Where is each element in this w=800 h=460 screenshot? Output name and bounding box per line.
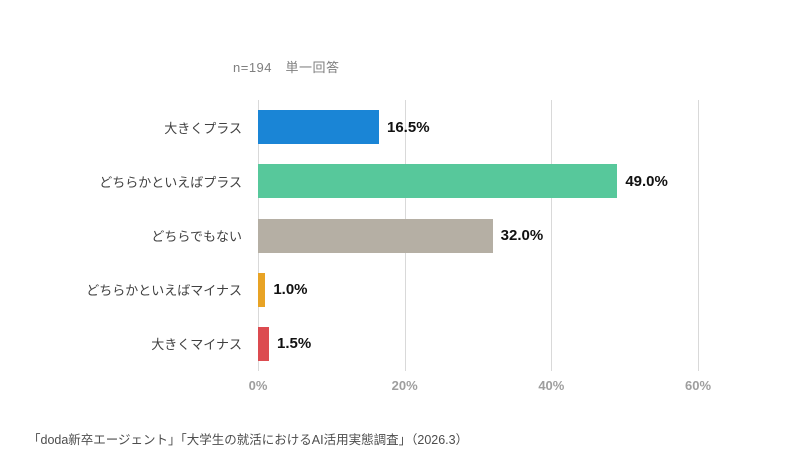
value-label: 16.5% bbox=[387, 118, 430, 136]
value-label: 49.0% bbox=[625, 172, 668, 190]
bar-series: 16.5% 49.0% 32.0% 1.0% 1.5% bbox=[258, 100, 698, 371]
value-label: 1.0% bbox=[273, 281, 308, 299]
bar-row: 1.5% bbox=[258, 317, 698, 371]
gridline bbox=[551, 100, 553, 371]
category-label: どちらでもない bbox=[151, 229, 242, 244]
bar-row: 49.0% bbox=[258, 154, 698, 208]
category-label: 大きくマイナス bbox=[151, 337, 242, 353]
bar bbox=[258, 326, 269, 361]
category-label: どちらかといえばマイナス bbox=[86, 283, 242, 299]
bar bbox=[258, 272, 266, 307]
bar bbox=[258, 164, 618, 199]
bar bbox=[258, 218, 493, 253]
gridline bbox=[698, 100, 699, 371]
x-axis: 0% 20% 40% 60% bbox=[249, 378, 711, 396]
category-label: どちらかといえばプラス bbox=[99, 174, 242, 190]
bar-row: 1.0% bbox=[258, 263, 698, 317]
bar bbox=[258, 110, 379, 145]
category-label: 大きくプラス bbox=[164, 120, 242, 136]
x-tick-label: 20% bbox=[391, 378, 418, 393]
x-tick-label: 40% bbox=[538, 378, 565, 393]
value-label: 32.0% bbox=[500, 227, 544, 244]
category-axis: 大きくプラス どちらかといえばプラス どちらでもない どちらかといえばマイナス … bbox=[0, 100, 250, 371]
x-tick-label: 60% bbox=[684, 378, 712, 393]
x-tick-label: 0% bbox=[248, 378, 268, 393]
plot-area: 16.5% 49.0% 32.0% 1.0% 1.5% bbox=[258, 100, 699, 371]
sample-size-note: n=194 単一回答 bbox=[233, 60, 340, 75]
source-note: 「doda新卒エージェント」「大学生の就活におけるAI活用実態調査」（2026.… bbox=[28, 433, 469, 447]
bar-row: 32.0% bbox=[258, 208, 698, 262]
bar-row: 16.5% bbox=[258, 100, 698, 154]
value-label: 1.5% bbox=[277, 335, 312, 353]
